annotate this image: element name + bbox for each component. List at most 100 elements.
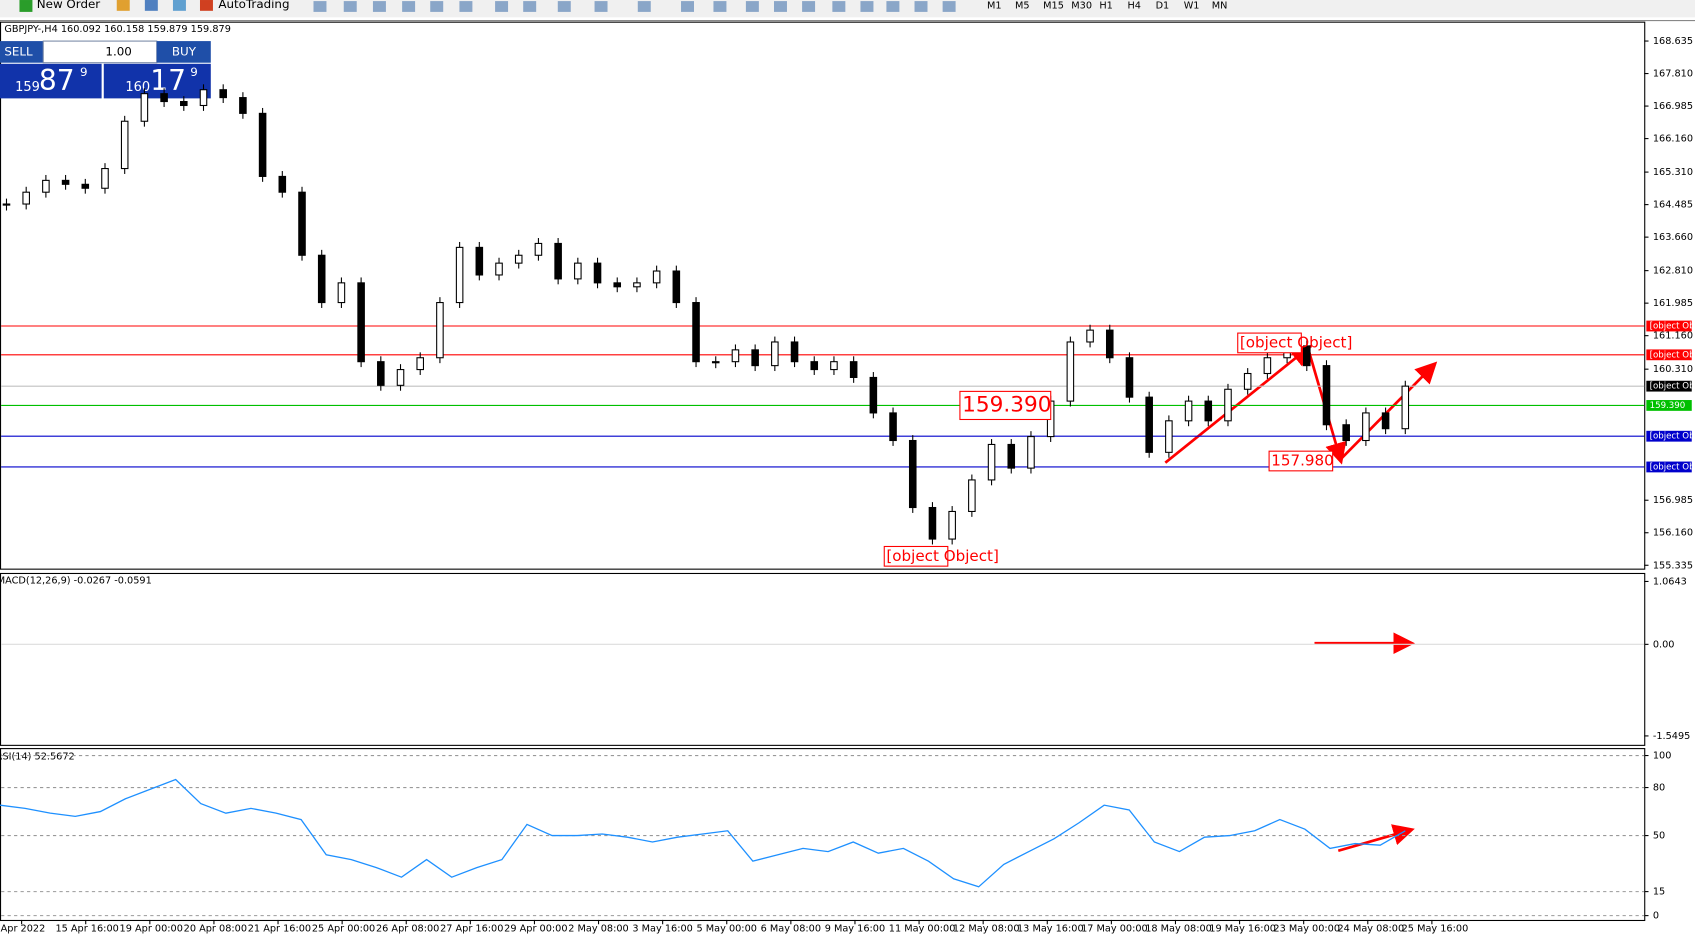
candle [1165,420,1173,453]
toolbar-icon[interactable] [459,1,473,12]
timeframe-button[interactable]: MN [1212,0,1228,11]
candle [1322,365,1331,426]
y-tick-label: 1.0643 [1653,576,1687,587]
trend-arrows [1164,344,1438,853]
y-tick-label: 0.00 [1653,639,1675,650]
ask-box[interactable] [103,63,211,99]
timeframe-button[interactable]: M15 [1043,0,1064,11]
candle [416,357,425,371]
buy-button[interactable] [156,41,211,63]
annotation-box [959,390,1052,421]
candle [514,254,523,264]
timeframe-button[interactable]: M1 [987,0,1002,11]
bid-big: 159 [15,80,40,95]
toolbar-icon[interactable] [495,1,509,12]
x-tick-label: 26 Apr 08:00 [376,924,439,934]
candle [475,246,484,276]
candle [1224,388,1232,422]
candle [1204,400,1213,422]
candle [534,242,543,256]
annotation-box [883,545,949,567]
bid-pips: 87 [39,64,75,97]
toolbar-icon[interactable] [402,1,416,12]
price-level-label: [object Object] [1650,350,1695,360]
candle [1145,396,1153,453]
toolbar-icon[interactable] [557,1,571,12]
x-tick-label: 29 Apr 00:00 [504,924,567,934]
y-tick-label: 100 [1653,751,1672,762]
y-tick-label: 15 [1653,887,1665,898]
price-level-box [1646,349,1692,361]
candle [101,168,109,189]
x-tick-label: 25 May 16:00 [1402,924,1469,934]
sell-button[interactable] [0,41,44,63]
new-order-button[interactable]: New Order [37,0,101,11]
toolbar-icon[interactable] [860,1,874,12]
candle [830,361,838,371]
candle [239,97,247,114]
candle [968,479,976,513]
y-tick-label: 165.310 [1653,167,1693,178]
candle [298,191,306,256]
bid-box[interactable] [0,63,102,99]
toolbar-icon[interactable] [886,1,900,12]
toolbar-icon[interactable] [116,0,130,11]
toolbar-icon[interactable] [343,1,357,12]
timeframe-button[interactable]: W1 [1184,0,1200,11]
y-tick-label: 156.160 [1653,528,1693,539]
annotation-label: 157.980 [1271,452,1334,470]
candle [613,282,622,288]
candle [1263,357,1272,375]
candle [692,302,700,363]
autotrading-button[interactable]: AutoTrading [218,0,289,11]
candle [120,120,129,170]
toolbar-icon[interactable] [594,1,608,12]
toolbar-icon[interactable] [372,1,386,12]
new-order-icon[interactable] [19,0,33,12]
candle [908,439,917,509]
toolbar-icon[interactable] [832,1,846,12]
candle [22,191,30,205]
timeframe-button[interactable]: M5 [1015,0,1030,11]
candle [495,262,503,276]
toolbar-icon[interactable] [313,1,327,12]
timeframe-button[interactable]: H4 [1127,0,1141,11]
toolbar-icon[interactable] [914,1,928,12]
y-tick-label: 164.485 [1653,200,1693,211]
toolbar-icon[interactable] [172,0,186,11]
candle [199,89,208,107]
price-level-box [1646,461,1692,473]
candle [436,302,444,359]
candle [1362,412,1370,442]
timeframe-button[interactable]: D1 [1156,0,1170,11]
toolbar-icon[interactable] [430,1,444,12]
autotrading-icon[interactable] [199,0,213,11]
candle [42,179,50,193]
toolbar-icon[interactable] [523,1,537,12]
toolbar-icon[interactable] [637,1,651,12]
candle [317,254,326,304]
y-tick-label: 50 [1653,831,1665,842]
toolbar-icon[interactable] [773,1,787,12]
timeframe-button[interactable]: H1 [1099,0,1113,11]
toolbar-icon[interactable] [681,1,694,12]
candle [1184,400,1193,422]
rsi-frame [0,748,1646,922]
annotation-box [1268,450,1334,472]
y-tick-label: 161.985 [1653,298,1693,309]
toolbar-icon[interactable] [745,1,759,12]
x-tick-label: 19 May 16:00 [1209,924,1276,934]
y-tick-label: 80 [1653,783,1665,794]
x-tick-label: 11 May 00:00 [889,924,956,934]
price-level-box [1646,430,1692,442]
lot-input[interactable] [42,40,158,64]
price-level-label: [object Object] [1650,432,1695,442]
candle [711,361,720,364]
timeframe-button[interactable]: M30 [1071,0,1092,11]
toolbar-icon[interactable] [144,0,158,11]
toolbar-icon[interactable] [713,1,727,12]
toolbar-icon[interactable] [942,1,956,12]
toolbar-icon[interactable] [802,1,816,12]
